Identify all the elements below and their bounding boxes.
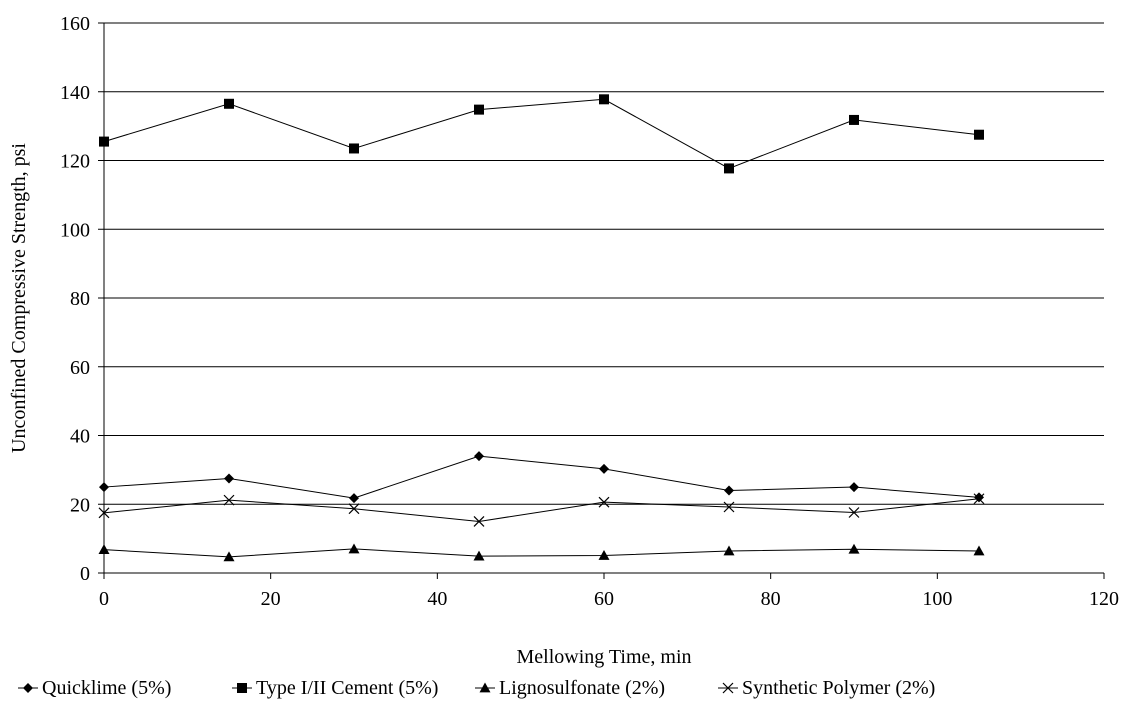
y-axis-title: Unconfined Compressive Strength, psi: [8, 143, 30, 453]
legend-label: Lignosulfonate (2%): [499, 677, 665, 699]
x-tick-label: 60: [594, 588, 614, 610]
series-2: [98, 543, 985, 562]
series-line: [103, 548, 980, 558]
data-point: [849, 114, 859, 125]
data-point: [724, 485, 734, 496]
data-point: [348, 543, 360, 554]
legend-label: Synthetic Polymer (2%): [742, 677, 935, 699]
data-point: [224, 473, 234, 484]
data-point: [99, 482, 109, 493]
data-point: [473, 516, 485, 527]
y-tick-label: 140: [60, 82, 90, 104]
data-point: [98, 507, 110, 519]
x-axis-title: Mellowing Time, min: [516, 646, 691, 668]
x-tick-label: 80: [761, 588, 781, 610]
legend-label: Quicklime (5%): [42, 677, 171, 699]
data-point: [223, 494, 235, 506]
y-tick-label: 80: [70, 288, 90, 310]
data-point: [349, 493, 359, 504]
series-1: [99, 94, 984, 174]
grid-lines: [104, 22, 1104, 505]
legend-label: Type I/II Cement (5%): [256, 677, 438, 699]
data-point: [223, 551, 235, 562]
legend-marker: [23, 683, 33, 693]
data-point: [723, 501, 735, 513]
data-point: [723, 545, 735, 556]
data-point: [974, 492, 984, 503]
y-tick-label: 40: [70, 426, 90, 448]
series-line: [103, 498, 980, 522]
legend-item: Quicklime (5%): [18, 677, 171, 699]
y-tick-labels: 0 20 40 60 80 100 120 140 160: [60, 13, 104, 585]
data-point: [724, 163, 734, 174]
data-point: [598, 496, 610, 508]
legend-item: Lignosulfonate (2%): [475, 677, 665, 699]
x-tick-label: 40: [427, 588, 447, 610]
legend-marker: [479, 682, 491, 693]
data-point: [98, 544, 110, 555]
data-point: [224, 98, 234, 109]
data-point: [599, 94, 609, 105]
data-point: [973, 493, 985, 505]
data-point: [474, 451, 484, 462]
legend-marker: [237, 683, 247, 693]
series-line: [103, 455, 980, 499]
series-line: [103, 98, 980, 169]
x-tick-labels: 0 20 40 60 80 100 120: [99, 573, 1119, 610]
data-point: [849, 482, 859, 493]
legend-item: Synthetic Polymer (2%): [718, 677, 935, 699]
series-3: [98, 493, 985, 527]
y-tick-label: 20: [70, 494, 90, 516]
data-point: [474, 104, 484, 115]
data-point: [473, 550, 485, 561]
x-tick-label: 0: [99, 588, 109, 610]
y-tick-label: 160: [60, 13, 90, 35]
data-point: [973, 545, 985, 556]
x-tick-label: 20: [261, 588, 281, 610]
data-point: [974, 129, 984, 140]
data-point: [848, 543, 860, 554]
data-point: [348, 503, 360, 515]
y-tick-label: 0: [80, 563, 90, 585]
data-point: [99, 136, 109, 147]
x-tick-label: 100: [922, 588, 952, 610]
data-point: [598, 549, 610, 560]
series: [98, 94, 985, 562]
data-point: [599, 463, 609, 474]
legend-marker: [722, 682, 734, 694]
data-point: [848, 507, 860, 518]
y-tick-label: 60: [70, 357, 90, 379]
y-tick-label: 100: [60, 219, 90, 241]
y-tick-label: 120: [60, 151, 90, 173]
legend: Quicklime (5%) Type I/II Cement (5%) Ligno…: [18, 677, 935, 699]
legend-item: Type I/II Cement (5%): [232, 677, 438, 699]
data-point: [349, 143, 359, 154]
x-tick-label: 120: [1089, 588, 1119, 610]
series-0: [99, 451, 984, 504]
